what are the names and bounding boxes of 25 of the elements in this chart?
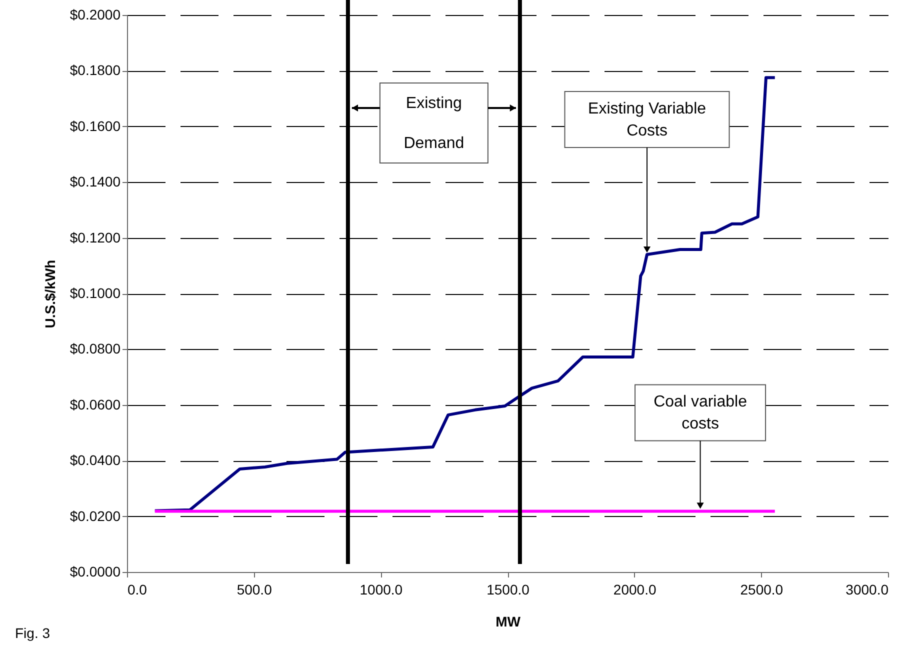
y-axis-title: U.S.$/kWh xyxy=(42,260,58,328)
x-tick-label: 1500.0 xyxy=(486,582,530,598)
x-tick-label: 500.0 xyxy=(236,582,272,598)
annotation: Coal variable costs xyxy=(654,394,748,433)
text: Existing Demand xyxy=(404,95,464,152)
y-tick-label: $0.1800 xyxy=(70,62,121,78)
line-series xyxy=(153,76,776,512)
y-tick-label: $0.1400 xyxy=(70,174,121,190)
y-tick-label: $0.2000 xyxy=(70,6,121,22)
x-tick-label: 3000.0 xyxy=(846,582,889,598)
y-tick-label: $0.0800 xyxy=(70,340,121,357)
y-tick-label: $0.0000 xyxy=(70,564,121,580)
y-tick-label: $0.1200 xyxy=(70,229,121,246)
x-tick-label: 1000.0 xyxy=(360,582,403,598)
x-tick-label: 0.0 xyxy=(128,582,148,598)
caption: Fig. 3 xyxy=(15,625,50,641)
x-tick-label: 2000.0 xyxy=(613,582,656,598)
y-tick-label: $0.1600 xyxy=(70,118,121,134)
y-tick-label: $0.0400 xyxy=(70,452,121,468)
x-axis-title: MW xyxy=(496,614,522,630)
annotation: Existing Variable Costs xyxy=(588,100,706,140)
y-tick-label: $0.1000 xyxy=(70,285,121,301)
y-tick-label: $0.0600 xyxy=(70,396,121,412)
y-tick-label: $0.0200 xyxy=(70,508,121,524)
x-tick-label: 2500.0 xyxy=(740,582,784,598)
